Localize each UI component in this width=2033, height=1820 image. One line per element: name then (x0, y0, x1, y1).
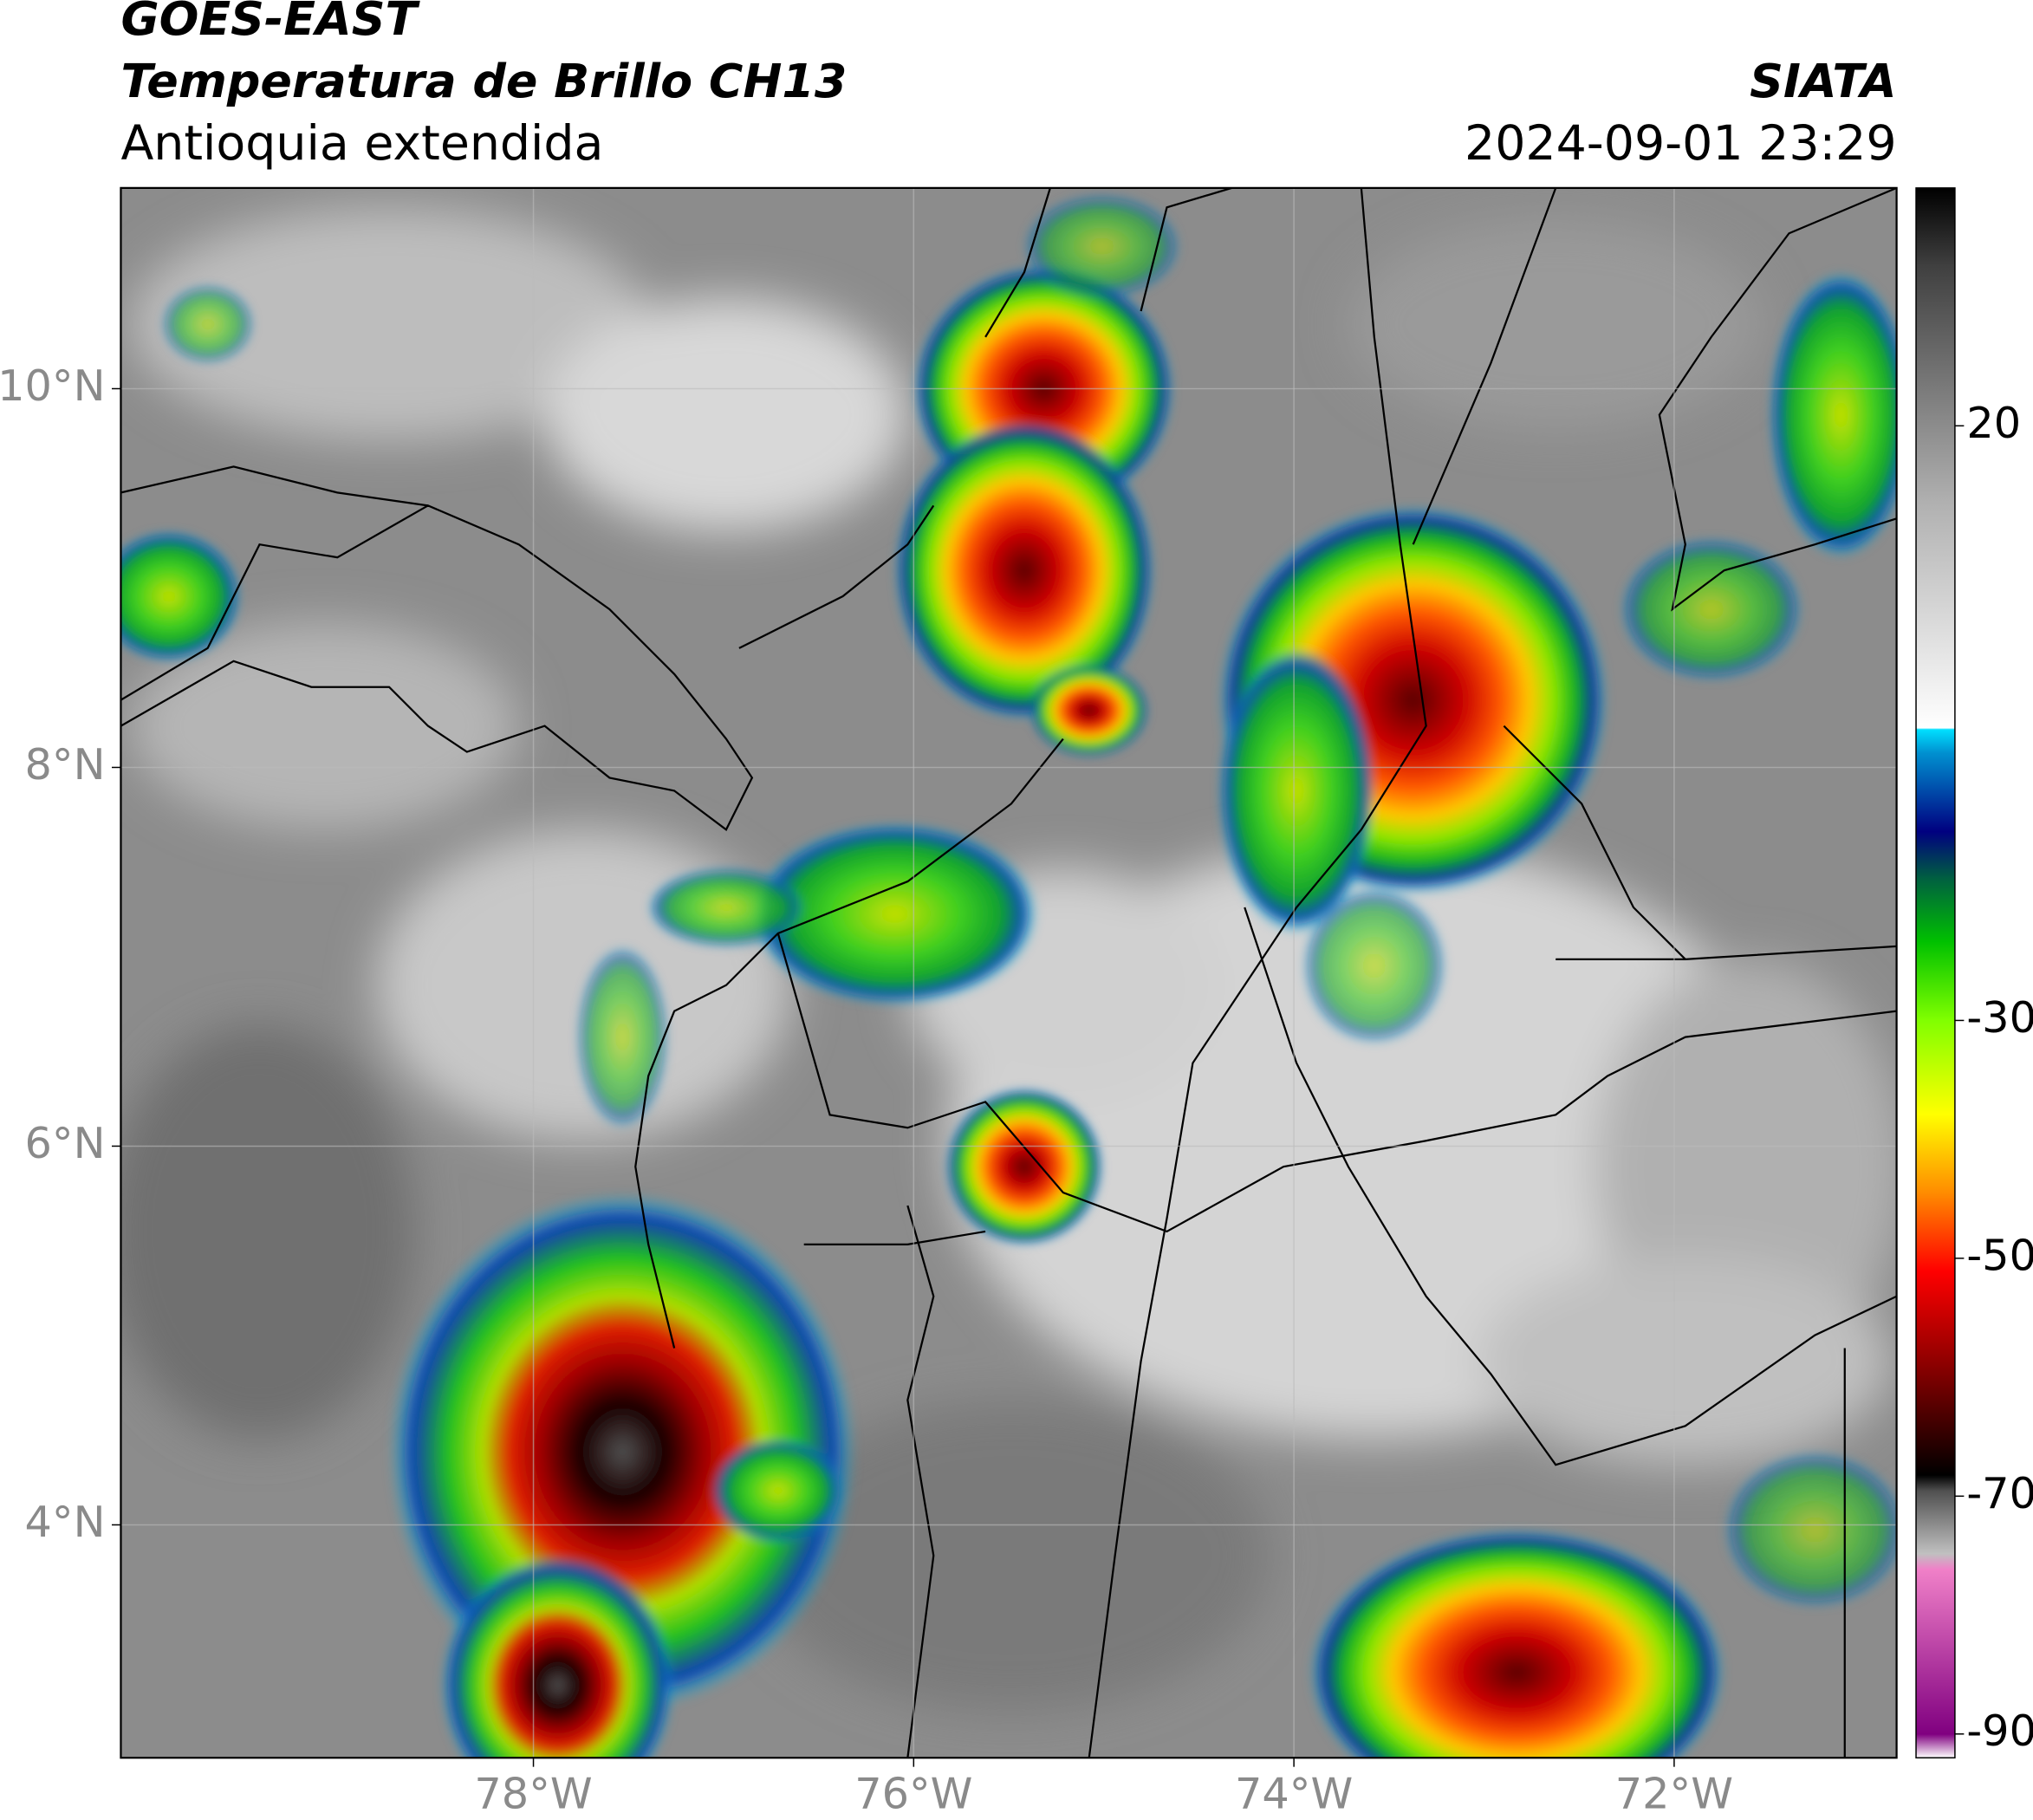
colorbar-tick-label: 20 (1966, 398, 2021, 448)
colorbar-tick-label: -50 (1966, 1230, 2033, 1280)
colorbar-tick-label: -90 (1966, 1706, 2033, 1756)
map-frame (120, 186, 1898, 1759)
colorbar (1915, 187, 1956, 1758)
x-tick-label: 78°W (474, 1769, 592, 1819)
colorbar-tick-label: -70 (1966, 1468, 2033, 1518)
y-tick-label: 4°N (25, 1497, 106, 1547)
boundaries (120, 187, 1897, 1758)
x-tick-label: 72°W (1615, 1769, 1733, 1819)
y-tick-label: 10°N (0, 361, 106, 411)
map-axes: 78°W 76°W 74°W 72°W 10°N 8°N 6°N 4°N (0, 361, 1733, 1819)
colorbar-tick-label: -30 (1966, 992, 2033, 1043)
convective-cells (120, 194, 1897, 1758)
region-subtitle: Antioquia extendida (120, 116, 603, 172)
map (120, 187, 1897, 1758)
graticule (120, 187, 1897, 1758)
colorbar-axis: 20 -30 -50 -70 -90 (1954, 398, 2033, 1756)
y-tick-label: 6°N (25, 1118, 106, 1168)
timestamp: 2024-09-01 23:29 (1465, 116, 1897, 172)
y-tick-label: 8°N (25, 739, 106, 790)
x-tick-label: 74°W (1235, 1769, 1353, 1819)
satellite-title: GOES-EAST (120, 0, 420, 46)
x-tick-label: 76°W (854, 1769, 972, 1819)
product-title: Temperatura de Brillo CH13 (120, 54, 847, 108)
agency: SIATA (1750, 54, 1897, 108)
